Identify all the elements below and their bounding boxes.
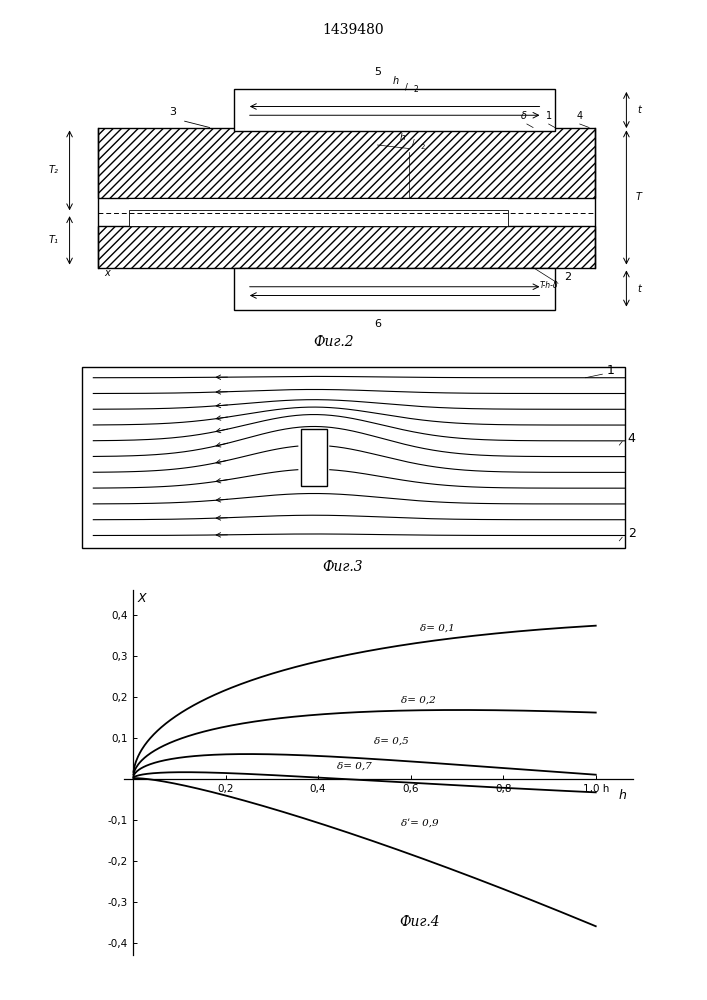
Text: δ= 0,5: δ= 0,5 xyxy=(373,737,409,746)
Text: /: / xyxy=(411,138,414,147)
Text: 5: 5 xyxy=(374,67,381,77)
Text: h: h xyxy=(393,76,399,86)
Text: t: t xyxy=(637,105,641,115)
Text: 2: 2 xyxy=(420,144,424,150)
Bar xyxy=(98,226,595,267)
Bar xyxy=(301,429,327,486)
Text: δ= 0,7: δ= 0,7 xyxy=(337,761,371,770)
Text: 1439480: 1439480 xyxy=(322,23,385,37)
Bar xyxy=(129,210,508,226)
Text: T₁: T₁ xyxy=(49,235,59,245)
Bar xyxy=(98,127,595,198)
Text: 2: 2 xyxy=(563,272,571,282)
Text: 2: 2 xyxy=(414,86,419,95)
Text: h: h xyxy=(399,133,405,142)
Text: δʹ= 0,9: δʹ= 0,9 xyxy=(402,819,439,828)
Text: 1: 1 xyxy=(607,364,615,377)
Text: T₂: T₂ xyxy=(49,165,59,175)
Text: Фиг.2: Фиг.2 xyxy=(314,335,354,349)
Text: /: / xyxy=(405,82,408,91)
Text: 3: 3 xyxy=(169,107,176,117)
Text: T: T xyxy=(636,192,642,202)
Text: 4: 4 xyxy=(577,111,583,121)
Bar xyxy=(235,89,555,131)
Text: 1: 1 xyxy=(546,111,551,121)
Text: x: x xyxy=(104,268,110,278)
Text: 2: 2 xyxy=(628,527,636,540)
Text: Фиг.4: Фиг.4 xyxy=(399,915,440,929)
Text: δ= 0,2: δ= 0,2 xyxy=(402,696,436,705)
Text: Фиг.3: Фиг.3 xyxy=(322,560,363,574)
Text: 4: 4 xyxy=(628,432,636,445)
Text: δ: δ xyxy=(521,111,527,121)
Text: h: h xyxy=(619,789,627,802)
Bar xyxy=(235,267,555,310)
Text: X: X xyxy=(138,592,146,605)
Text: δ= 0,1: δ= 0,1 xyxy=(420,624,455,633)
Text: t: t xyxy=(637,284,641,294)
Text: 6: 6 xyxy=(374,319,381,329)
Bar xyxy=(129,198,508,226)
Text: T-h-δ: T-h-δ xyxy=(539,282,558,290)
